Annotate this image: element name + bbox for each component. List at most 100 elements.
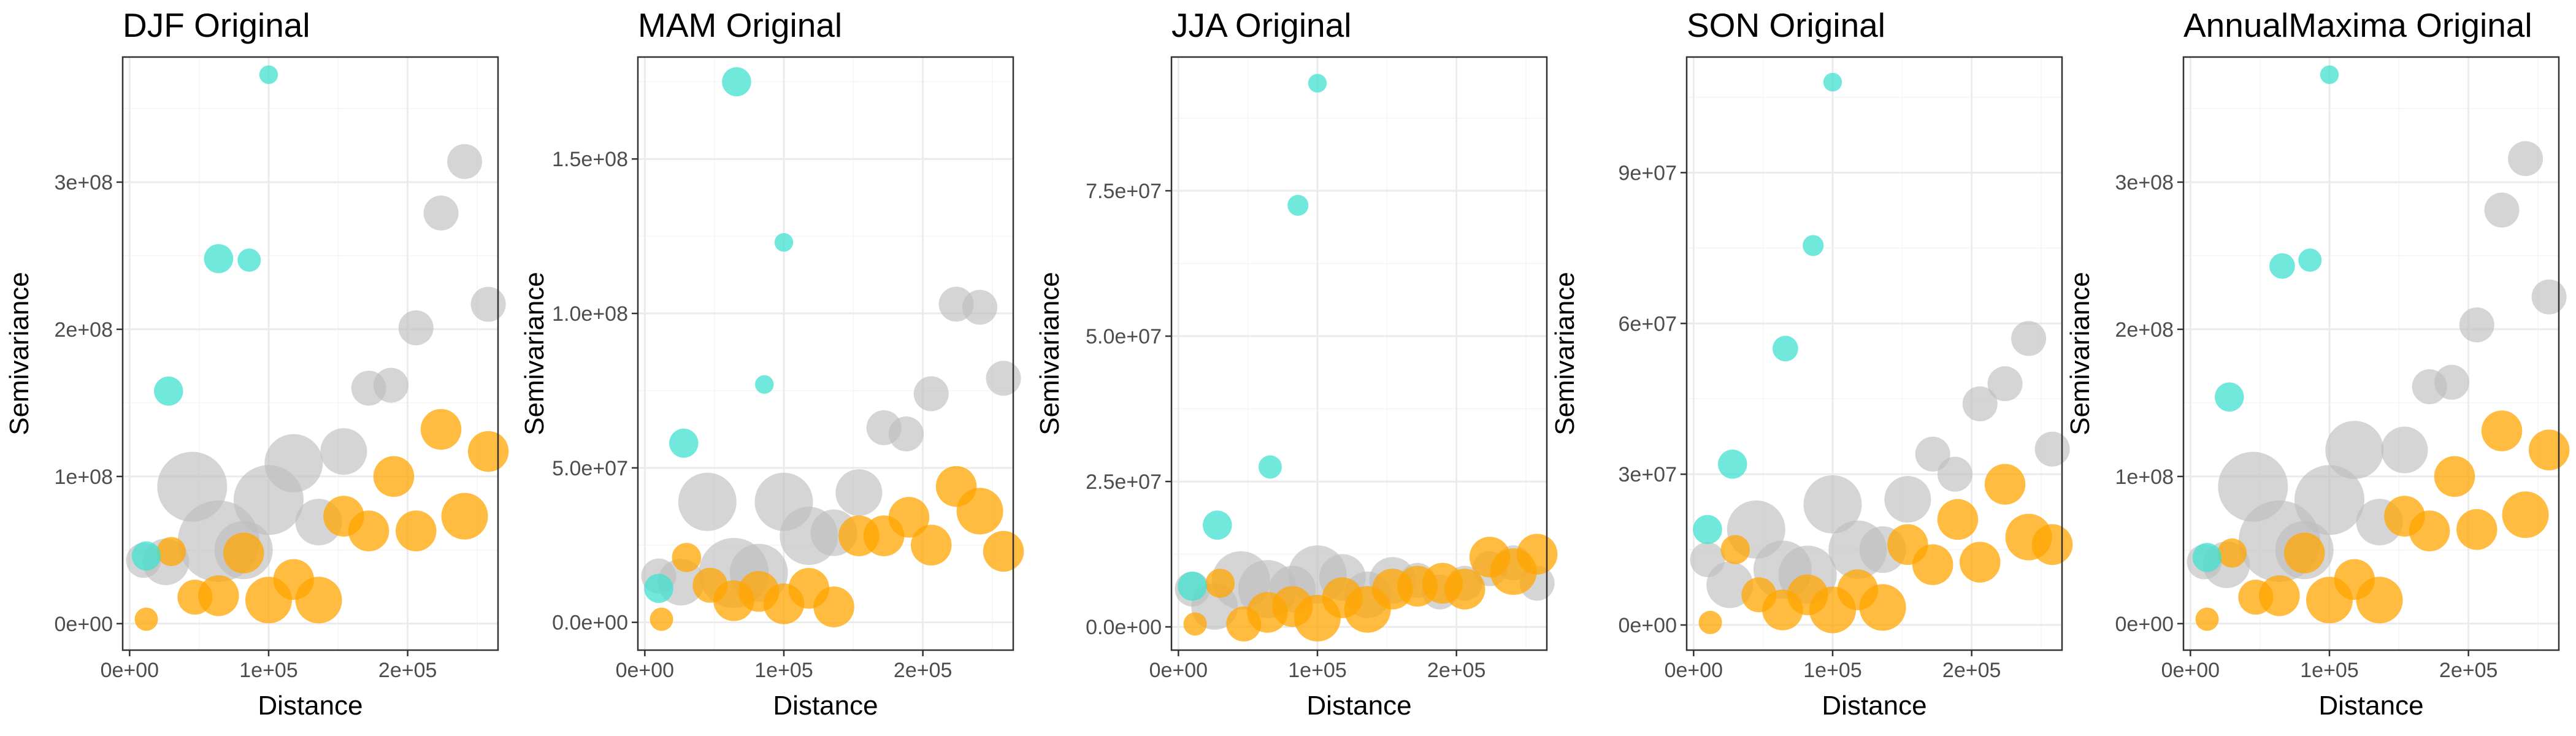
point-orange-13 [1984, 464, 2026, 505]
x-axis-label: Distance [2318, 691, 2423, 721]
y-tick-label: 2.5e+07 [1086, 470, 1162, 494]
point-grey-9 [835, 469, 883, 516]
point-grey-11 [373, 367, 408, 403]
y-tick-label: 0e+00 [55, 613, 113, 636]
point-grey-7 [264, 434, 323, 493]
y-tick-label: 1.5e+08 [552, 148, 628, 171]
point-orange-14 [441, 493, 488, 540]
point-cyan-3 [1773, 335, 1798, 362]
point-grey-14 [2508, 141, 2543, 177]
point-orange-11 [888, 497, 930, 538]
chart-title: AnnualMaxima Original [2183, 6, 2532, 44]
chart-title: JJA Original [1171, 6, 1351, 44]
y-tick-label: 2e+08 [2115, 318, 2174, 342]
point-cyan-2 [2215, 382, 2244, 412]
point-orange-1 [650, 607, 673, 631]
panel-border [1170, 56, 1548, 651]
point-grey-13 [423, 195, 459, 231]
point-orange-8 [295, 577, 342, 624]
point-cyan-4 [1287, 194, 1309, 216]
point-orange-1 [1183, 612, 1207, 636]
point-orange-12 [911, 524, 952, 566]
panel-border [637, 56, 1014, 651]
y-axis-label: Semivariance [4, 272, 34, 435]
point-cyan-2 [154, 376, 183, 406]
point-cyan-5 [259, 65, 278, 84]
point-grey-12 [398, 310, 434, 346]
y-tick-label: 5.0e+07 [1086, 325, 1162, 348]
point-orange-8 [813, 586, 854, 627]
y-tick-label: 3e+07 [1619, 463, 1677, 486]
point-cyan-5 [2320, 65, 2339, 84]
chart-title: MAM Original [638, 6, 842, 44]
x-axis-label: Distance [1822, 691, 1926, 721]
point-cyan-1 [1693, 515, 1722, 545]
point-grey-11 [2434, 364, 2469, 400]
point-orange-11 [373, 456, 415, 497]
y-tick-label: 3e+08 [2115, 171, 2174, 194]
point-orange-12 [1444, 569, 1485, 610]
point-orange-14 [956, 488, 1003, 535]
point-orange-15 [2528, 429, 2570, 470]
x-tick-label: 0e+00 [2161, 659, 2220, 682]
y-tick-label: 0.0e+00 [552, 611, 628, 635]
y-tick-label: 0.0e+00 [1086, 616, 1162, 639]
x-tick-label: 2e+05 [1427, 659, 1486, 682]
point-orange-8 [2356, 577, 2403, 624]
point-grey-15 [986, 361, 1021, 396]
point-grey-14 [447, 144, 483, 179]
point-orange-5 [223, 532, 264, 573]
x-tick-label: 1e+05 [1288, 659, 1347, 682]
panel-border [2182, 56, 2560, 651]
point-orange-2 [2217, 538, 2247, 568]
chart-title: SON Original [1687, 6, 1885, 44]
x-tick-label: 0e+00 [101, 659, 159, 682]
point-cyan-5 [1823, 72, 1842, 92]
point-grey-12 [913, 376, 949, 412]
y-tick-label: 3e+08 [55, 171, 113, 194]
point-orange-12 [396, 510, 437, 551]
point-grey-15 [2034, 431, 2070, 467]
y-tick-label: 1.0e+08 [552, 302, 628, 326]
point-orange-15 [467, 431, 509, 472]
point-grey-9 [1884, 476, 1931, 523]
point-grey-9 [320, 428, 367, 475]
point-orange-2 [1720, 535, 1750, 564]
x-tick-label: 0e+00 [1665, 659, 1723, 682]
y-tick-label: 0e+00 [1619, 614, 1677, 637]
y-tick-label: 6e+07 [1619, 312, 1677, 335]
y-axis-label: Semivariance [519, 272, 550, 435]
point-cyan-1 [644, 573, 673, 604]
point-cyan-1 [131, 541, 161, 571]
point-orange-2 [1205, 569, 1235, 598]
point-cyan-4 [755, 375, 774, 394]
point-orange-4 [2259, 575, 2300, 616]
x-axis-label: Distance [1306, 691, 1411, 721]
chart-title: DJF Original [123, 6, 310, 44]
x-tick-label: 2e+05 [894, 659, 953, 682]
point-orange-11 [1937, 499, 1979, 540]
x-tick-label: 2e+05 [378, 659, 437, 682]
point-grey-13 [1987, 366, 2023, 402]
point-orange-1 [134, 607, 158, 631]
x-tick-label: 0e+00 [1149, 659, 1208, 682]
point-orange-1 [1698, 610, 1722, 634]
point-grey-9 [2381, 426, 2428, 473]
x-tick-label: 1e+05 [239, 659, 298, 682]
point-orange-8 [1859, 584, 1906, 631]
point-grey-11 [1937, 456, 1972, 492]
point-cyan-5 [1308, 74, 1327, 93]
point-orange-10 [348, 510, 389, 551]
point-orange-10 [1912, 544, 1953, 585]
point-cyan-2 [1718, 450, 1747, 479]
y-axis-label: Semivariance [1035, 272, 1065, 435]
point-grey-13 [2484, 193, 2520, 228]
point-orange-14 [2502, 491, 2549, 539]
x-axis-label: Distance [773, 691, 878, 721]
point-cyan-3 [722, 67, 751, 97]
point-cyan-2 [1203, 510, 1232, 540]
point-orange-4 [198, 575, 239, 616]
point-orange-5 [2283, 532, 2325, 573]
panel-border [1685, 56, 2063, 651]
